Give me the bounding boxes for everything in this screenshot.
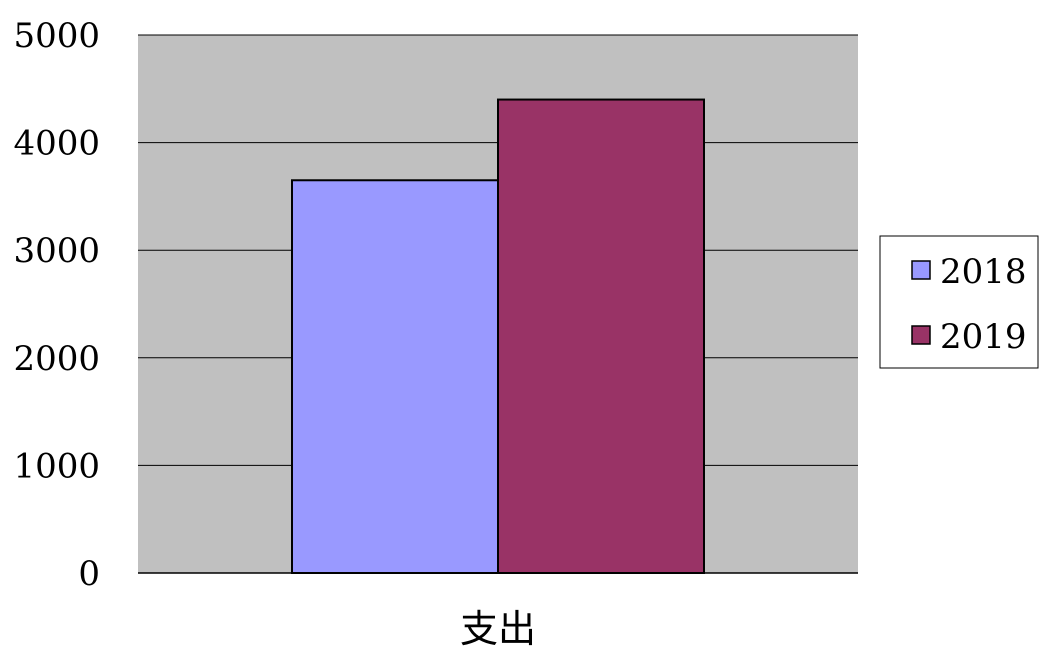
bar-2019 xyxy=(497,98,705,574)
category-label: 支出 xyxy=(460,607,536,650)
legend-label-2018: 2018 xyxy=(940,252,1027,292)
y-tick-label: 1000 xyxy=(13,446,100,486)
legend-label-2019: 2019 xyxy=(940,317,1027,357)
y-axis: 0 1000 2000 3000 4000 5000 xyxy=(13,16,100,594)
y-tick-label: 0 xyxy=(78,554,100,594)
legend-swatch-2019 xyxy=(911,325,931,345)
y-tick-label: 5000 xyxy=(13,16,100,56)
legend: 2018 2019 xyxy=(879,235,1039,369)
bars xyxy=(291,98,705,574)
legend-swatch-2018 xyxy=(911,260,931,280)
y-tick-label: 4000 xyxy=(13,124,100,164)
y-tick-label: 3000 xyxy=(13,231,100,271)
y-tick-label: 2000 xyxy=(13,339,100,379)
bar-2018 xyxy=(291,179,499,574)
legend-box xyxy=(879,235,1039,369)
